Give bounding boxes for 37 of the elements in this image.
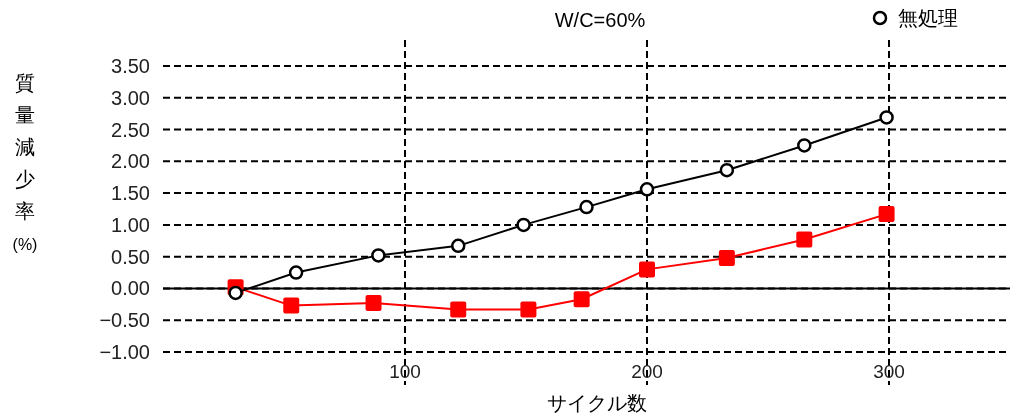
point (228, 285, 243, 301)
y-tick-label: 3.50 (111, 55, 150, 77)
y-axis-title: 質量減少率(%) (12, 72, 38, 253)
y-tick-label: 2.00 (111, 150, 150, 173)
y-tick-label: 1.00 (111, 213, 150, 236)
x-tick-label: 100 (389, 361, 421, 382)
point (579, 199, 594, 215)
chart-title: W/C=60% (554, 9, 646, 31)
point (879, 110, 894, 125)
point (878, 206, 895, 223)
point (796, 231, 813, 248)
y-tick-label: −0.50 (99, 309, 150, 332)
point (639, 261, 655, 278)
point (520, 301, 537, 318)
y-tick-label: 0.00 (111, 277, 150, 300)
x-tick-label: 300 (873, 361, 905, 382)
point (573, 291, 590, 308)
point (719, 162, 735, 178)
point (450, 301, 467, 318)
point (283, 297, 300, 314)
point (365, 295, 382, 312)
y-tick-label: −1.00 (99, 341, 150, 363)
point (516, 217, 531, 233)
point (639, 182, 655, 197)
legend-label: 無処理 (898, 7, 958, 29)
x-axis-title: サイクル数 (546, 392, 647, 414)
y-tick-label: 1.50 (111, 182, 150, 205)
legend: 無処理 (872, 7, 958, 29)
point (450, 238, 466, 254)
y-tick-label: 3.00 (111, 86, 150, 109)
y-tick-label: 2.50 (111, 118, 150, 141)
point (797, 138, 812, 153)
point (718, 249, 735, 266)
x-tick-label: 200 (631, 361, 663, 382)
point (371, 248, 386, 263)
point (288, 265, 304, 280)
y-tick-label: 0.50 (111, 245, 150, 268)
